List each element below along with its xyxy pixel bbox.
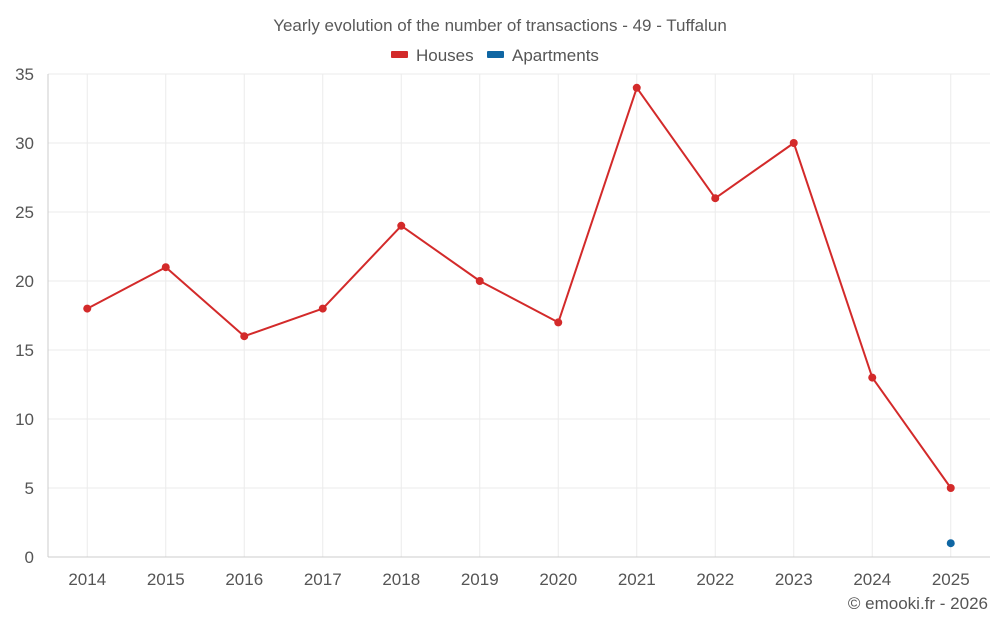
legend-item-houses[interactable]: Houses (391, 46, 474, 65)
data-point-houses[interactable] (475, 277, 484, 285)
y-tick-label: 30 (15, 134, 34, 153)
y-tick-label: 10 (15, 410, 34, 429)
y-tick-label: 15 (15, 341, 34, 360)
data-point-houses[interactable] (946, 484, 955, 492)
x-tick-label: 2017 (304, 570, 342, 589)
data-point-houses[interactable] (868, 373, 877, 382)
series-line-houses (86, 86, 952, 489)
data-point-houses[interactable] (397, 221, 406, 230)
legend-swatch-houses (391, 51, 408, 58)
legend-item-apartments[interactable]: Apartments (487, 46, 599, 65)
data-point-houses[interactable] (240, 332, 249, 341)
data-point-apartments[interactable] (946, 539, 955, 548)
series (83, 83, 955, 548)
legend-swatch-apartments (487, 51, 504, 58)
y-tick-label: 25 (15, 203, 34, 222)
x-tick-label: 2022 (696, 570, 734, 589)
x-tick-label: 2020 (539, 570, 577, 589)
data-point-houses[interactable] (632, 83, 641, 92)
grid (48, 73, 990, 558)
x-tick-label: 2021 (618, 570, 656, 589)
x-tick-label: 2018 (382, 570, 420, 589)
x-tick-label: 2014 (68, 570, 106, 589)
x-tick-label: 2019 (461, 570, 499, 589)
y-tick-label: 5 (25, 479, 34, 498)
data-point-houses[interactable] (711, 194, 720, 203)
x-tick-label: 2015 (147, 570, 185, 589)
x-tick-label: 2016 (225, 570, 263, 589)
data-point-houses[interactable] (161, 263, 170, 272)
y-tick-label: 20 (15, 272, 34, 291)
data-point-houses[interactable] (318, 304, 327, 313)
y-tick-label: 35 (15, 65, 34, 84)
y-tick-label: 0 (25, 548, 34, 567)
data-point-houses[interactable] (83, 304, 92, 313)
x-tick-label: 2025 (932, 570, 970, 589)
x-tick-label: 2024 (853, 570, 891, 589)
data-point-houses[interactable] (789, 139, 798, 147)
chart-title: Yearly evolution of the number of transa… (273, 16, 727, 35)
data-point-houses[interactable] (554, 318, 563, 327)
legend-label-houses: Houses (416, 46, 474, 65)
legend: Houses Apartments (391, 46, 599, 65)
x-tick-label: 2023 (775, 570, 813, 589)
credit-text: © emooki.fr - 2026 (848, 594, 988, 613)
legend-label-apartments: Apartments (512, 46, 599, 65)
